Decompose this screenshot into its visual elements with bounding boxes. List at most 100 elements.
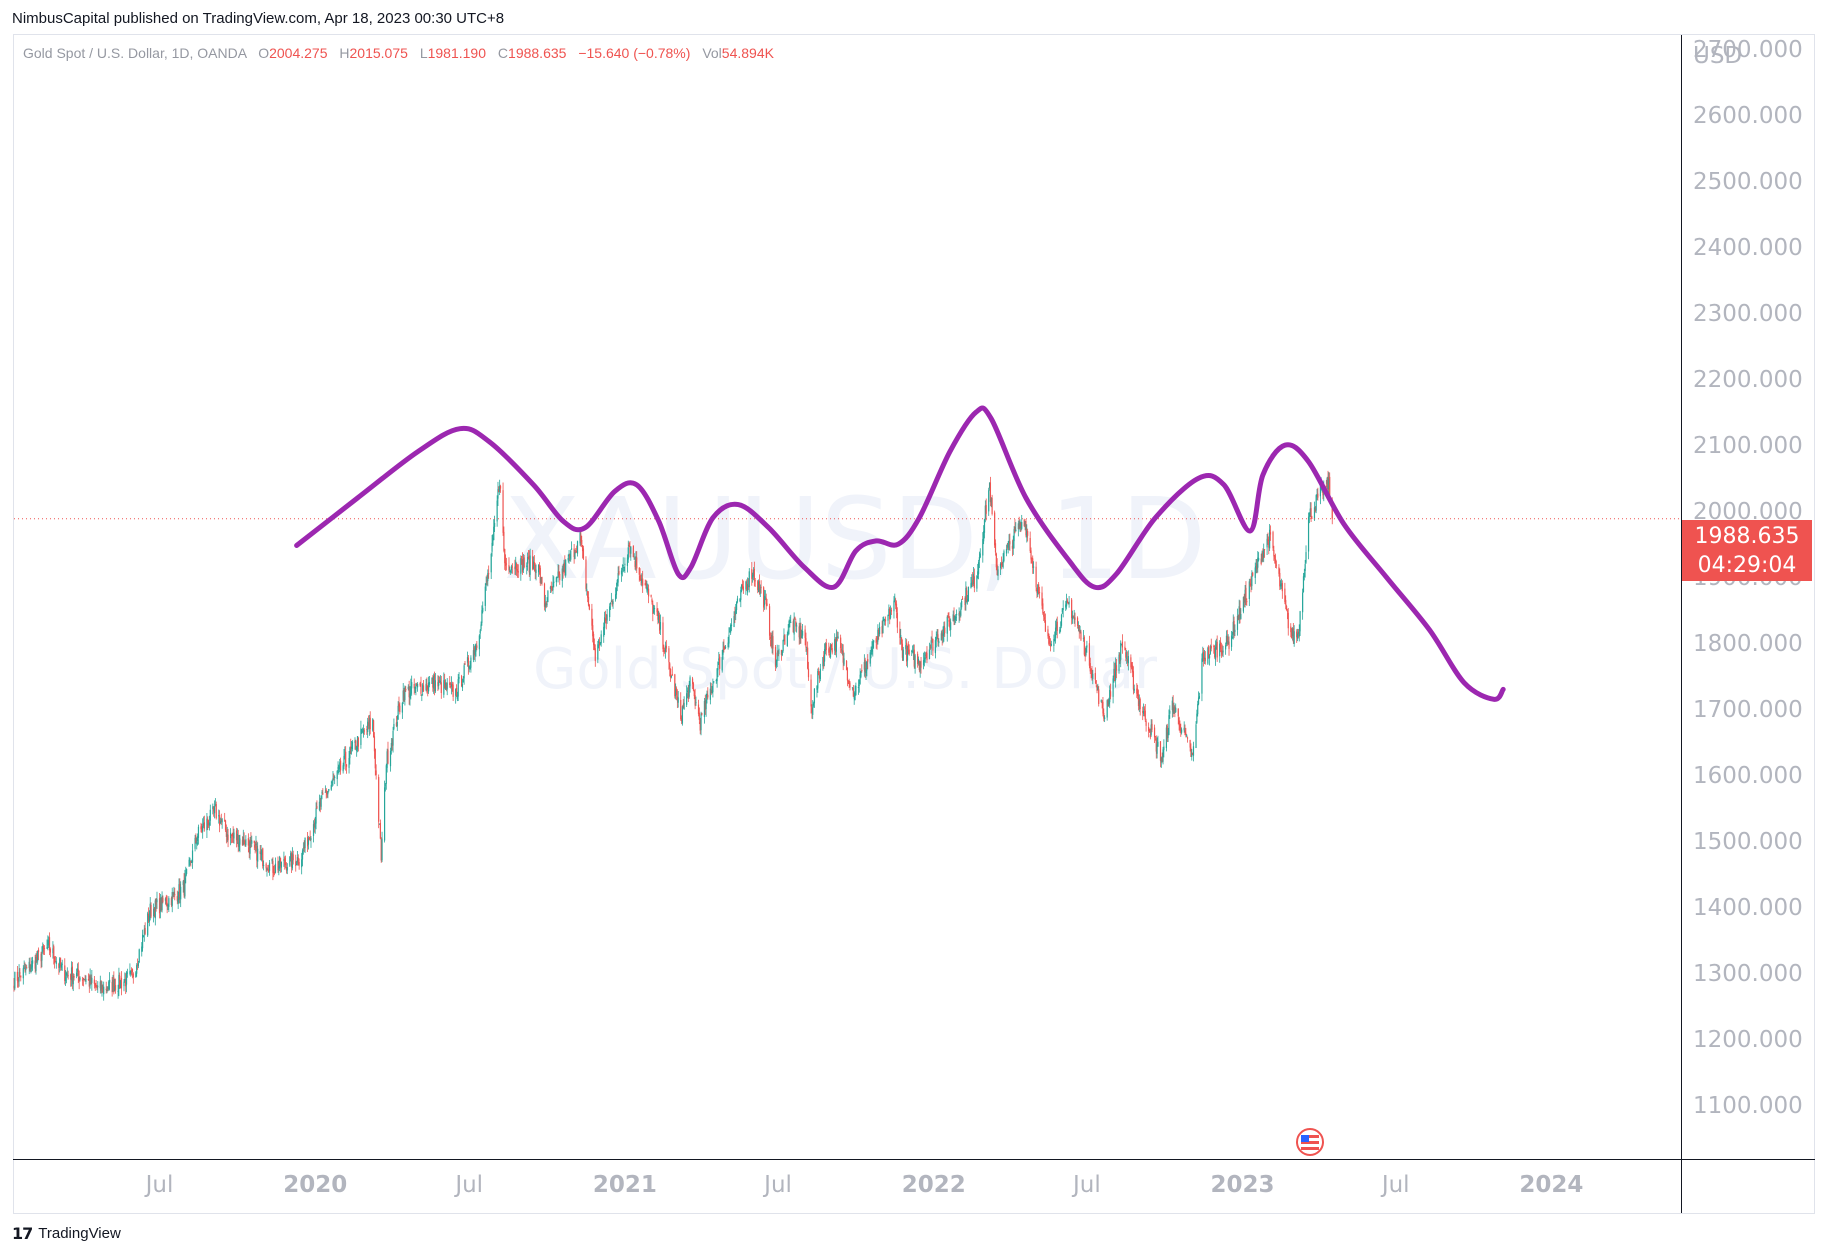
candle-body (818, 671, 820, 676)
candle-body (875, 638, 877, 643)
price-axis[interactable]: 1100.000 1200.000 1300.000 1400.000 1500.000… (1693, 37, 1803, 1119)
candle-body (765, 597, 767, 604)
candle-body (676, 696, 678, 701)
candle-body (1242, 596, 1245, 612)
candle-body (938, 641, 940, 644)
candle-body (279, 856, 281, 869)
candle-body (623, 566, 625, 568)
candle-body (540, 577, 542, 583)
candle-body (278, 866, 280, 869)
candle-body (575, 550, 577, 552)
candle-body (917, 658, 920, 664)
candle-body (348, 757, 350, 768)
candle-body (130, 970, 132, 974)
candle-body (1197, 704, 1199, 715)
symbol-description: Gold Spot / U.S. Dollar, 1D, OANDA (23, 45, 247, 61)
candle-body (911, 650, 914, 652)
candle-body (735, 609, 737, 615)
candle-body (1084, 652, 1086, 657)
candle-body (1209, 646, 1212, 654)
time-axis[interactable]: Jul 2020 Jul 2021 Jul 2022 Jul 2023 Jul 2024 (144, 1172, 1584, 1198)
candle-body (1077, 627, 1080, 629)
candle-body (574, 552, 576, 559)
candle-body (628, 545, 630, 547)
candle-body (759, 588, 761, 594)
candle-body (680, 717, 683, 722)
candle-body (421, 694, 423, 696)
candle-body (460, 676, 463, 687)
candle-body (1263, 549, 1265, 557)
candle-body (219, 820, 222, 824)
candle-body (233, 832, 235, 839)
candle-body (1230, 635, 1233, 647)
candle-body (1011, 545, 1014, 549)
candle-body (538, 565, 541, 570)
candle-body (208, 821, 210, 826)
candle-body (1210, 645, 1212, 649)
candle-body (1106, 700, 1108, 718)
projection-curve[interactable] (294, 405, 1506, 702)
candle-body (997, 569, 999, 576)
candle-body (1216, 641, 1218, 658)
candle-body (569, 554, 571, 558)
candle-body (402, 690, 404, 701)
candle-body (889, 609, 891, 620)
time-tick-label: 2021 (593, 1172, 657, 1198)
candle-body (758, 581, 761, 592)
candle-body (1060, 627, 1062, 629)
candle-body (704, 701, 706, 710)
candle-body (1136, 688, 1138, 694)
us-flag-event-icon[interactable] (1296, 1128, 1324, 1156)
candle-body (58, 963, 60, 968)
candle-body (85, 978, 87, 983)
footer-branding[interactable]: 17 TradingView (12, 1224, 121, 1243)
candle-body (213, 806, 216, 814)
candle-body (780, 650, 783, 656)
candle-body (568, 553, 570, 557)
candle-body (1191, 753, 1193, 757)
candle-body (16, 971, 18, 981)
candle-body (514, 566, 516, 570)
candle-body (91, 977, 93, 983)
candle-body (799, 625, 801, 639)
candle-body (403, 689, 405, 701)
candle-body (390, 742, 392, 751)
candle-body (1142, 711, 1144, 713)
candle-body (431, 677, 433, 685)
candle-body (1088, 643, 1091, 666)
candle-body (1260, 558, 1262, 564)
candle-body (253, 840, 255, 843)
chart-pane[interactable] (13, 34, 1815, 1214)
candle-body (698, 712, 700, 720)
candle-body (845, 661, 848, 670)
candle-body (280, 861, 282, 868)
candle-body (308, 837, 310, 839)
candle-body (413, 683, 415, 689)
candle-body (82, 977, 84, 980)
candle-body (1002, 559, 1004, 568)
candle-body (1178, 717, 1180, 726)
candle-body (197, 836, 199, 841)
candle-body (73, 976, 75, 978)
candle-body (1017, 523, 1019, 530)
candle-body (686, 693, 688, 705)
candle-body (770, 639, 772, 647)
candle-body (510, 566, 513, 571)
candle-body (243, 839, 245, 845)
candle-body (206, 818, 208, 831)
candle-body (1303, 572, 1305, 577)
candle-body (136, 964, 139, 966)
candle-body (581, 539, 583, 545)
candle-body (409, 693, 411, 698)
candle-body (642, 578, 644, 586)
candle-body (262, 848, 264, 866)
candle-body (853, 697, 855, 699)
candle-body (1126, 657, 1128, 659)
candle-body (1297, 631, 1300, 635)
candle-body (456, 695, 458, 700)
candle-body (1050, 644, 1052, 646)
candle-body (261, 850, 263, 855)
candle-body (257, 848, 259, 862)
candle-body (303, 847, 305, 849)
